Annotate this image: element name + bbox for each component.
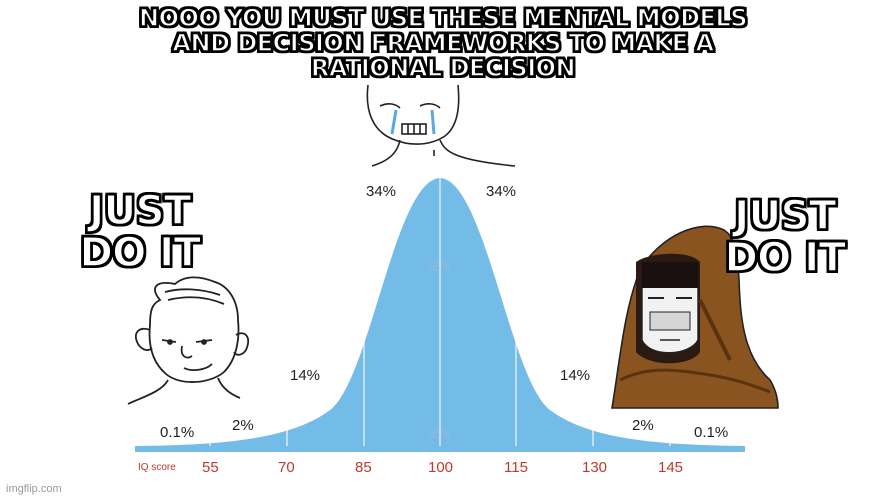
right-hooded-wojak [611,225,779,409]
pct-label: 2% [232,417,254,434]
axis-tick: 100 [428,459,453,476]
watermark: imgflip.com [6,483,62,495]
left-caption: JUST DO IT [79,188,202,276]
axis-tick: 85 [355,459,372,476]
center-crying-wojak [366,84,516,167]
pct-label: 34% [486,183,516,200]
pct-label: 0.1% [160,424,194,441]
axis-tick: 145 [658,459,683,476]
sd-lines [209,178,671,446]
axis-name: IQ score [138,462,176,473]
axis-tick: 115 [504,459,528,476]
pct-label: 34% [366,183,396,200]
pct-label: 14% [560,367,590,384]
right-caption: JUST DO IT [724,193,847,281]
inner-label-95: 95% [428,429,450,441]
pct-label: 2% [632,417,654,434]
top-caption: NOOO YOU MUST USE THESE MENTAL MODELS AN… [138,4,748,83]
pct-label: 0.1% [694,424,728,441]
pct-label: 14% [290,367,320,384]
axis-tick: 130 [582,459,607,476]
axis-tick: 55 [202,459,219,476]
inner-label-68: 68% [428,261,450,273]
axis-tick: 70 [278,459,295,476]
axis-baseline [135,446,745,452]
left-wojak [127,276,249,405]
